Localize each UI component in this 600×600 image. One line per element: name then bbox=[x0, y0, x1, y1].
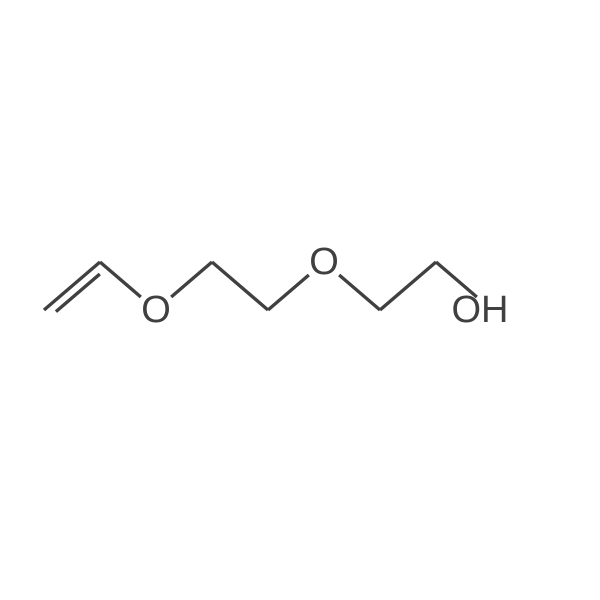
molecule-diagram: O O OH bbox=[0, 0, 600, 600]
atom-label: O bbox=[141, 289, 171, 331]
bond-line bbox=[100, 262, 141, 297]
bond-line bbox=[212, 262, 268, 310]
atom-label: O bbox=[309, 241, 339, 283]
bond-line bbox=[44, 262, 100, 310]
atom-label: OH bbox=[452, 289, 509, 331]
bond-line bbox=[268, 275, 309, 310]
bond-line bbox=[339, 275, 380, 310]
bond-line bbox=[171, 262, 212, 297]
bond-line bbox=[380, 262, 436, 310]
molecule-svg: O O OH bbox=[0, 0, 600, 600]
